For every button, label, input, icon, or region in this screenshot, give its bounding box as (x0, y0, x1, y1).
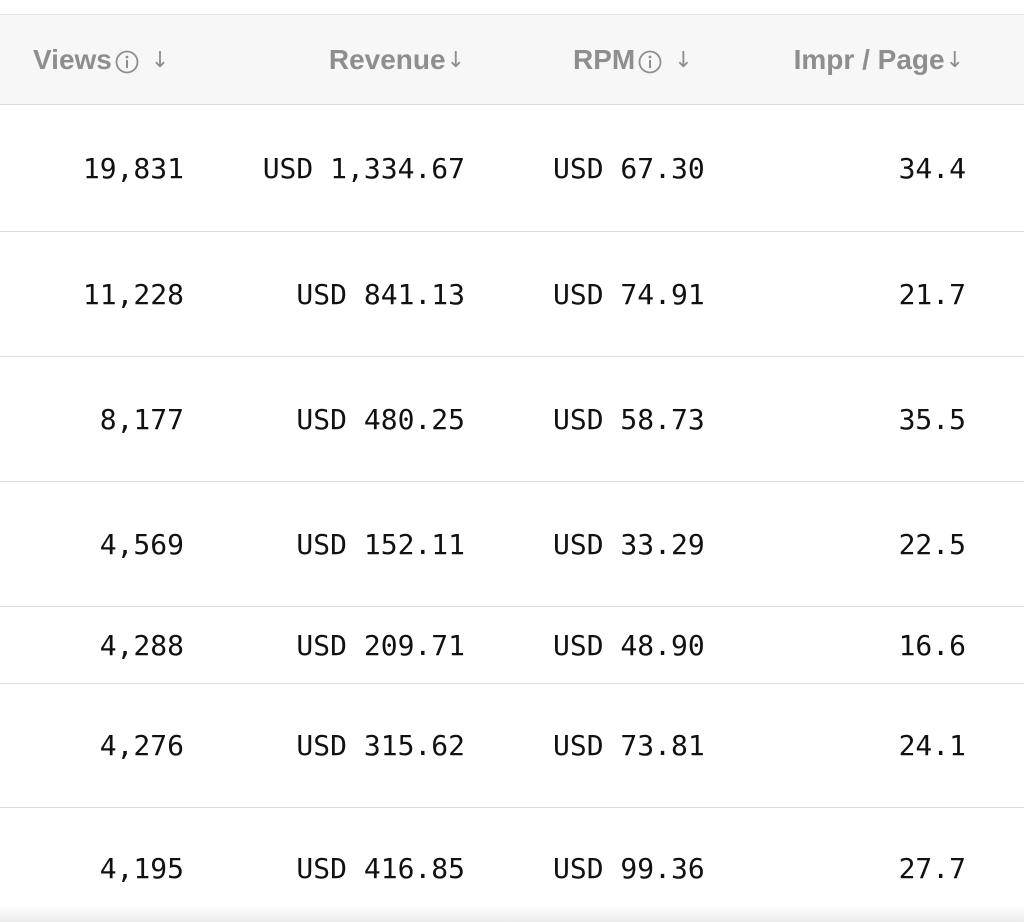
rpm-cell: USD 74.91 (553, 277, 705, 311)
revenue-cell: USD 480.25 (296, 402, 465, 436)
revenue-cell: USD 1,334.67 (262, 151, 465, 185)
table-row[interactable]: 4,195 USD 416.85 USD 99.36 27.7 (0, 808, 1024, 922)
table-row[interactable]: 11,228 USD 841.13 USD 74.91 21.7 (0, 232, 1024, 357)
table-row[interactable]: 8,177 USD 480.25 USD 58.73 35.5 (0, 357, 1024, 482)
rpm-cell: USD 99.36 (553, 851, 705, 885)
impr-per-page-cell: 16.6 (898, 628, 966, 662)
column-header-label: Revenue (328, 43, 446, 75)
rpm-cell: USD 67.30 (553, 151, 705, 185)
column-header-label: Impr / Page (793, 43, 945, 75)
views-cell: 4,569 (99, 527, 184, 561)
arrow-down-icon[interactable]: ↓ (150, 48, 170, 73)
column-header-label: Views (33, 43, 112, 75)
impr-per-page-cell: 24.1 (898, 729, 966, 762)
table-row[interactable]: 4,276 USD 315.62 USD 73.81 24.1 (0, 684, 1024, 808)
table-row[interactable]: 4,569 USD 152.11 USD 33.29 22.5 (0, 482, 1024, 607)
rpm-cell: USD 58.73 (553, 402, 705, 436)
bottom-edge-shadow (0, 906, 1024, 922)
column-header-rpm[interactable]: RPM ↓ (573, 15, 693, 104)
info-icon[interactable] (115, 49, 139, 73)
views-cell: 8,177 (99, 402, 184, 436)
arrow-down-icon[interactable]: ↓ (446, 48, 465, 73)
table-row[interactable]: 4,288 USD 209.71 USD 48.90 16.6 (0, 607, 1024, 684)
views-cell: 19,831 (82, 151, 184, 185)
top-divider (0, 14, 1024, 15)
revenue-cell: USD 152.11 (296, 527, 465, 561)
info-icon[interactable] (638, 49, 662, 73)
rpm-cell: USD 48.90 (553, 628, 705, 662)
impr-per-page-cell: 27.7 (898, 851, 966, 885)
column-header-revenue[interactable]: Revenue ↓ (329, 15, 465, 104)
table-row[interactable]: 19,831 USD 1,334.67 USD 67.30 34.4 (0, 105, 1024, 232)
table-header: Views ↓ Revenue ↓ RPM (0, 15, 1024, 105)
impr-per-page-cell: 34.4 (898, 151, 966, 185)
revenue-cell: USD 315.62 (296, 729, 465, 762)
rpm-cell: USD 73.81 (553, 729, 705, 762)
revenue-cell: USD 841.13 (296, 277, 465, 311)
rpm-cell: USD 33.29 (553, 527, 705, 561)
column-header-impr-per-page[interactable]: Impr / Page ↓ (794, 15, 964, 104)
impr-per-page-cell: 35.5 (898, 402, 966, 436)
views-cell: 4,195 (99, 851, 184, 885)
views-cell: 11,228 (82, 277, 184, 311)
views-cell: 4,288 (99, 628, 184, 662)
revenue-cell: USD 209.71 (296, 628, 465, 662)
impr-per-page-cell: 21.7 (898, 277, 966, 311)
revenue-cell: USD 416.85 (296, 851, 465, 885)
arrow-down-icon[interactable]: ↓ (945, 48, 964, 73)
column-header-label: RPM (573, 43, 636, 75)
impr-per-page-cell: 22.5 (898, 527, 966, 561)
arrow-down-icon[interactable]: ↓ (674, 48, 693, 73)
column-header-views[interactable]: Views ↓ (33, 15, 169, 104)
views-cell: 4,276 (99, 729, 184, 762)
